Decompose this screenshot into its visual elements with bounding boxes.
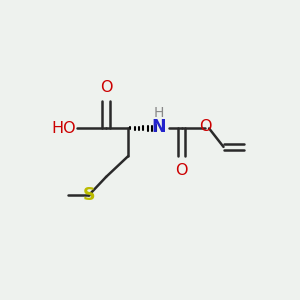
Text: HO: HO bbox=[51, 121, 76, 136]
Text: N: N bbox=[151, 118, 166, 136]
Text: H: H bbox=[153, 106, 164, 120]
Text: O: O bbox=[100, 80, 112, 95]
Text: O: O bbox=[176, 163, 188, 178]
Text: S: S bbox=[82, 186, 95, 204]
Text: O: O bbox=[199, 119, 211, 134]
